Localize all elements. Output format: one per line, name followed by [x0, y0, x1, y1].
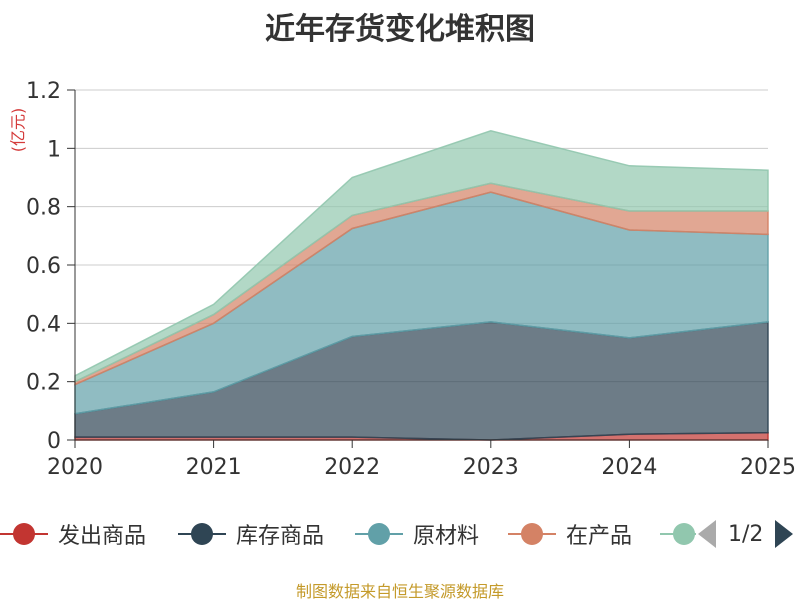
legend-prev-page-icon[interactable] [698, 520, 716, 548]
y-tick-label: 0.4 [26, 312, 61, 337]
legend-marker-icon [660, 516, 696, 552]
chart-title: 近年存货变化堆积图 [265, 12, 535, 47]
legend-item[interactable]: 发出商品 [0, 516, 146, 552]
legend-marker-icon [355, 516, 403, 552]
chart-legend: 发出商品 库存商品 原材料 在产品 [0, 516, 800, 552]
series-area-5[interactable] [74, 130, 769, 383]
x-tick-label: 2025 [740, 455, 796, 480]
x-tick-label: 2023 [463, 455, 519, 480]
y-tick-label: 0.6 [26, 254, 61, 279]
legend-label: 库存商品 [236, 524, 325, 549]
legend-pager: 1/2 [698, 516, 794, 552]
x-tick-label: 2021 [186, 455, 242, 480]
y-tick-label: 1.2 [26, 79, 61, 104]
x-tick-label: 2024 [601, 455, 657, 480]
y-tick-label: 1 [47, 137, 61, 162]
data-source-note: 制图数据来自恒生聚源数据库 [295, 582, 504, 601]
x-tick-label: 2020 [47, 455, 103, 480]
legend-label: 发出商品 [58, 524, 147, 549]
legend-label: 在产品 [566, 524, 633, 549]
legend-item[interactable] [660, 516, 696, 552]
legend-label: 原材料 [413, 524, 480, 549]
legend-marker-icon [178, 516, 226, 552]
y-tick-label: 0 [47, 429, 61, 454]
legend-next-page-icon[interactable] [775, 520, 794, 548]
x-tick-label: 2022 [324, 455, 380, 480]
legend-item[interactable]: 库存商品 [178, 516, 324, 552]
legend-item[interactable]: 在产品 [508, 516, 632, 552]
y-tick-label: 0.2 [26, 371, 61, 396]
legend-marker-icon [508, 516, 556, 552]
legend-page-indicator: 1/2 [728, 521, 764, 547]
y-tick-label: 0.8 [26, 196, 61, 221]
legend-item[interactable]: 原材料 [355, 516, 479, 552]
legend-marker-icon [0, 516, 48, 552]
